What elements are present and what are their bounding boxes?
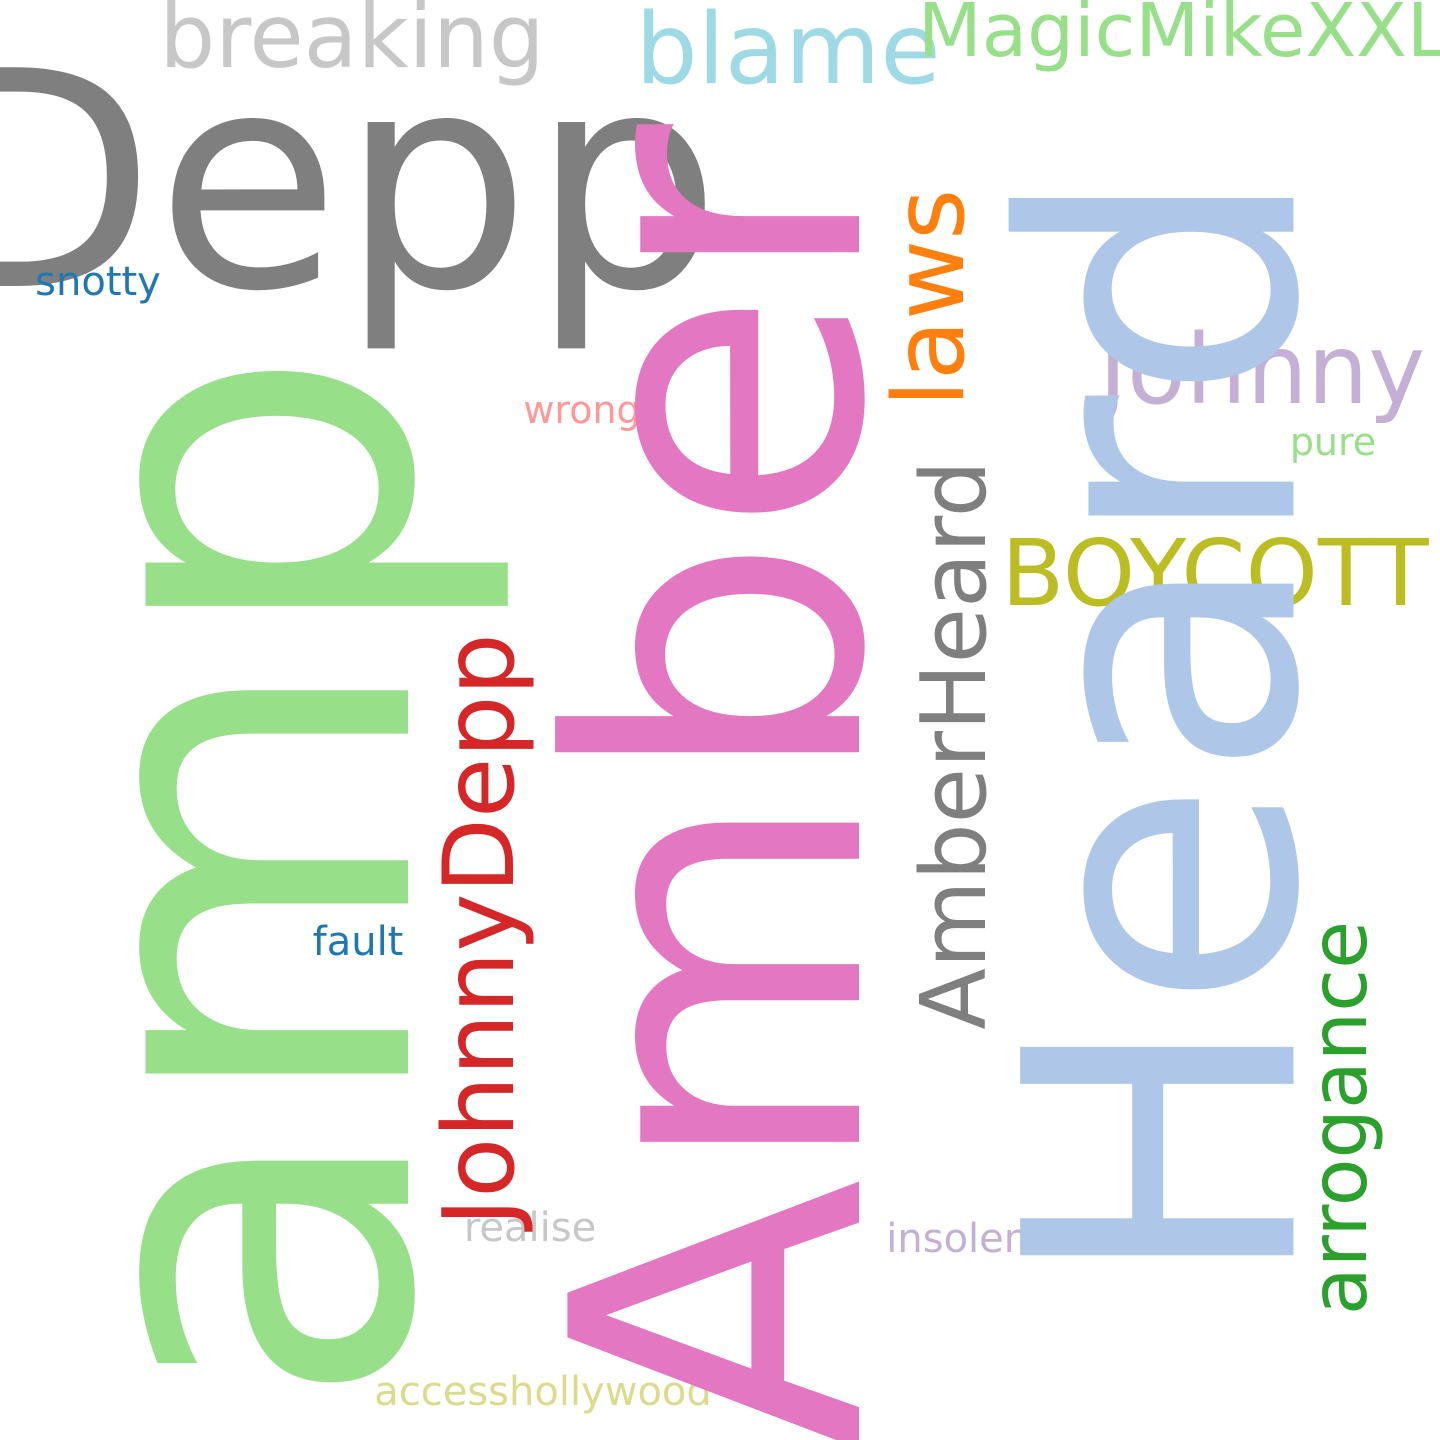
word-fault: fault: [312, 919, 404, 965]
word-pure: pure: [1289, 420, 1377, 464]
word-insolence: insolence: [886, 1216, 1076, 1262]
word-johnnydepp: JohnnyDepp: [423, 633, 537, 1227]
word-wrong: wrong: [523, 388, 641, 432]
word-magicmikexxl: MagicMikeXXL: [917, 0, 1440, 74]
word-breaking: breaking: [159, 0, 545, 88]
word-amber: Amber: [489, 124, 954, 1440]
word-amberheard: AmberHeard: [902, 460, 1007, 1030]
word-amp: amp: [0, 344, 522, 1412]
word-laws: laws: [873, 188, 987, 408]
word-accesshollywood: accesshollywood: [374, 1369, 712, 1415]
word-johnny: Johnny: [1098, 314, 1426, 426]
word-boycott: BOYCOTT: [1001, 520, 1429, 627]
word-blame: blame: [635, 0, 941, 107]
word-arrogance: arrogance: [1295, 920, 1385, 1316]
word-snotty: snotty: [35, 259, 161, 305]
word-realise: realise: [463, 1205, 597, 1251]
word-depp: Depp: [0, 8, 722, 357]
